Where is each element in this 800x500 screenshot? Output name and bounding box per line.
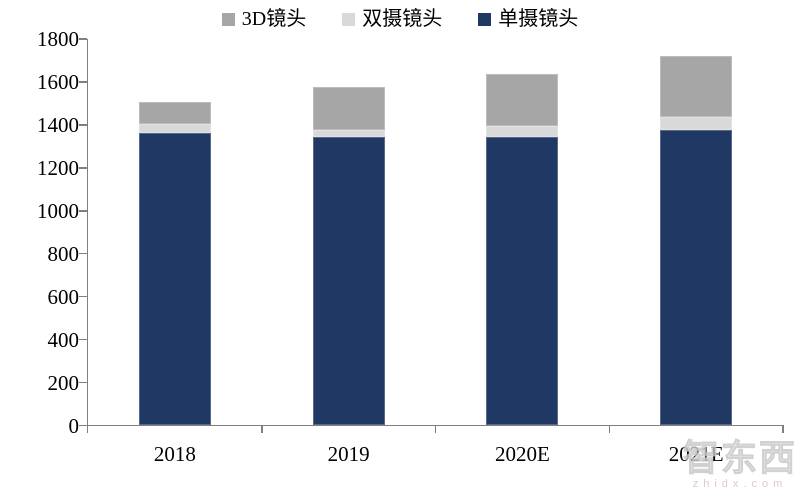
legend-item-dual-lens: 双摄镜头 (342, 9, 442, 29)
y-axis-tick-label: 400 (47, 327, 80, 352)
legend-swatch-dual-lens (342, 12, 356, 26)
x-axis-tick (608, 425, 610, 433)
legend-swatch-single-lens (478, 12, 492, 26)
bar-segment-单摄镜头 (138, 133, 211, 426)
y-axis-tick-label: 1200 (37, 155, 79, 180)
bar-segment-双摄镜头 (312, 130, 385, 137)
x-axis-category-label: 2020E (494, 441, 550, 466)
y-axis-tick (79, 124, 87, 126)
chart-legend: 3D镜头 双摄镜头 单摄镜头 (0, 6, 800, 32)
bar-segment-双摄镜头 (660, 117, 733, 131)
y-axis-tick-label: 800 (47, 241, 80, 266)
legend-swatch-3d-lens (221, 12, 235, 26)
bar-segment-3D镜头 (312, 87, 385, 131)
y-axis-tick (79, 295, 87, 298)
bar-segment-3D镜头 (486, 74, 559, 126)
bar-segment-单摄镜头 (486, 136, 559, 426)
y-axis-tick-label: 1000 (37, 198, 79, 223)
x-axis-category-label: 2019 (327, 441, 370, 466)
bar-segment-双摄镜头 (138, 123, 211, 134)
legend-item-3d-lens: 3D镜头 (221, 8, 307, 30)
x-axis-tick (261, 425, 263, 433)
y-axis-tick-label: 200 (47, 370, 80, 395)
watermark-domain: zhidx.com (692, 478, 788, 490)
legend-item-single-lens: 单摄镜头 (478, 9, 578, 29)
y-axis-tick (79, 338, 87, 341)
x-axis-category-label: 2021E (668, 441, 724, 466)
y-axis-tick (79, 81, 87, 83)
x-axis-tick (434, 425, 437, 433)
y-axis-tick-label: 1400 (37, 112, 79, 137)
legend-label-3d-lens: 3D镜头 (241, 8, 307, 30)
y-axis-tick (79, 210, 87, 212)
x-axis-tick (782, 425, 784, 433)
y-axis-tick (79, 424, 87, 427)
bar-segment-3D镜头 (138, 102, 211, 124)
y-axis-tick (79, 167, 87, 169)
y-axis-tick-label: 1600 (37, 69, 79, 94)
y-axis-tick (79, 38, 87, 40)
y-axis-tick (79, 381, 87, 384)
x-axis-category-label: 2018 (153, 441, 196, 466)
y-axis-tick-label: 600 (47, 284, 80, 309)
y-axis-line (86, 39, 88, 433)
y-axis-tick-label: 0 (68, 413, 80, 438)
bar-segment-单摄镜头 (312, 136, 385, 426)
legend-label-single-lens: 单摄镜头 (498, 8, 579, 30)
bar-segment-单摄镜头 (660, 130, 733, 426)
y-axis-tick-label: 1800 (37, 27, 79, 51)
bar-segment-3D镜头 (660, 56, 733, 118)
legend-label-dual-lens: 双摄镜头 (362, 8, 443, 30)
bar-segment-双摄镜头 (486, 125, 559, 137)
y-axis-tick (79, 252, 87, 255)
